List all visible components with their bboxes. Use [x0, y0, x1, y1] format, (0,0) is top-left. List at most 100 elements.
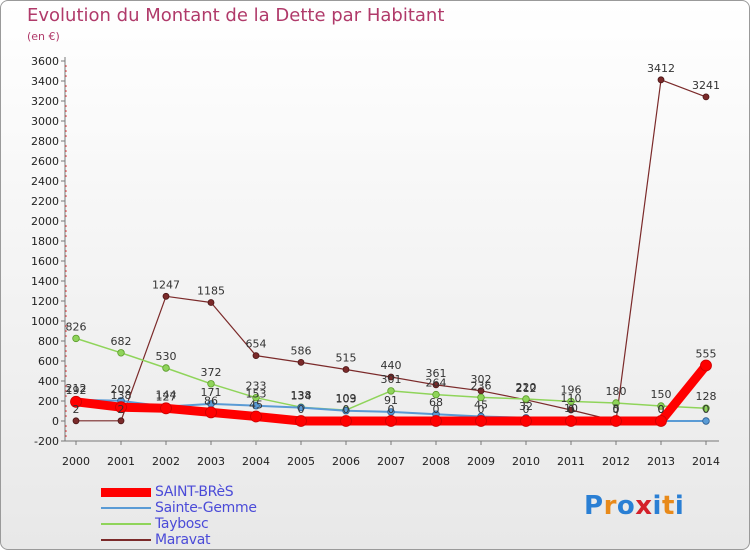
y-minor-tick [65, 375, 67, 377]
y-tick-label: 0 [52, 415, 59, 428]
data-point [567, 406, 575, 414]
data-point [252, 352, 260, 360]
proxiti-logo: Proxiti [584, 491, 684, 521]
x-tick-label: 2009 [467, 455, 495, 468]
y-minor-tick [65, 345, 67, 347]
x-tick-label: 2003 [197, 455, 225, 468]
legend-swatch [101, 523, 151, 525]
y-tick-label: 2400 [31, 175, 59, 188]
data-point [295, 415, 307, 427]
data-point [612, 399, 620, 407]
y-minor-tick [65, 165, 67, 167]
data-label: 0 [298, 403, 305, 416]
data-label: 301 [381, 373, 402, 386]
data-point [567, 397, 575, 406]
y-minor-tick [65, 125, 67, 127]
x-tick-label: 2001 [107, 455, 135, 468]
logo-letter: P [584, 491, 604, 521]
data-label: 32 [519, 400, 533, 413]
data-label: 45 [474, 399, 488, 412]
data-label: 264 [426, 377, 447, 390]
y-tick-label: 400 [38, 375, 59, 388]
legend-label: Taybosc [155, 516, 209, 532]
legend-label: Sainte-Gemme [155, 500, 257, 516]
y-minor-tick [65, 205, 67, 207]
data-label: 110 [561, 392, 582, 405]
data-label: 212 [516, 382, 537, 395]
y-minor-tick [65, 275, 67, 277]
y-tick-label: 3600 [31, 55, 59, 68]
y-minor-tick [65, 305, 67, 307]
x-tick-label: 2012 [602, 455, 630, 468]
data-point [117, 349, 125, 357]
x-tick-label: 2005 [287, 455, 315, 468]
data-point [700, 359, 712, 372]
data-point [207, 380, 215, 388]
y-minor-tick [65, 245, 67, 247]
data-point [520, 415, 532, 427]
y-tick-label: 1800 [31, 235, 59, 248]
data-label: 10 [564, 402, 578, 415]
y-minor-tick [65, 330, 67, 332]
y-minor-tick [65, 195, 67, 197]
data-point [252, 402, 260, 410]
data-label: 826 [66, 320, 87, 333]
y-minor-tick [65, 155, 67, 157]
x-tick-label: 2004 [242, 455, 270, 468]
data-label: 0 [568, 403, 575, 416]
y-tick-label: 600 [38, 355, 59, 368]
data-label: 153 [246, 388, 267, 401]
data-label: 128 [696, 390, 717, 403]
data-point [162, 292, 170, 300]
data-point [72, 417, 80, 425]
data-point [430, 415, 442, 427]
y-minor-tick [65, 130, 67, 132]
y-minor-tick [65, 270, 67, 272]
x-tick-label: 2002 [152, 455, 180, 468]
y-minor-tick [65, 405, 67, 407]
data-label: 302 [471, 373, 492, 386]
data-label: 0 [703, 403, 710, 416]
x-tick-label: 2008 [422, 455, 450, 468]
y-tick-label: 3000 [31, 115, 59, 128]
legend-label: SAINT-BRèS [155, 484, 234, 500]
data-point [342, 407, 350, 415]
chart-subtitle: (en €) [27, 30, 60, 43]
y-minor-tick [65, 85, 67, 87]
y-minor-tick [65, 255, 67, 257]
data-label: 45 [249, 399, 263, 412]
logo-letter: o [616, 491, 636, 521]
data-label: 127 [156, 390, 177, 403]
data-point [342, 366, 350, 373]
y-minor-tick [65, 170, 67, 172]
y-minor-tick [65, 210, 67, 212]
data-point [702, 93, 710, 101]
y-minor-tick [65, 395, 67, 397]
data-label: 2 [118, 403, 125, 416]
logo-letter: r [603, 491, 617, 521]
data-point [160, 402, 172, 415]
y-minor-tick [65, 425, 67, 427]
x-tick-label: 2011 [557, 455, 585, 468]
data-label: 180 [606, 385, 627, 398]
data-point [432, 381, 440, 389]
y-tick-label: 2600 [31, 155, 59, 168]
data-label: 202 [111, 383, 132, 396]
y-minor-tick [65, 235, 67, 237]
legend-swatch [101, 487, 151, 497]
data-label: 2 [73, 403, 80, 416]
data-point [432, 390, 440, 399]
data-label: 372 [201, 366, 222, 379]
logo-letter: t [661, 491, 675, 521]
y-minor-tick [65, 285, 67, 287]
data-label: 0 [613, 403, 620, 416]
data-label: 68 [429, 396, 443, 409]
x-tick-label: 2013 [647, 455, 675, 468]
data-point [475, 415, 487, 427]
y-minor-tick [65, 95, 67, 97]
data-point [250, 410, 262, 423]
y-tick-label: 800 [38, 335, 59, 348]
data-label: 0 [658, 403, 665, 416]
y-minor-tick [65, 90, 67, 92]
